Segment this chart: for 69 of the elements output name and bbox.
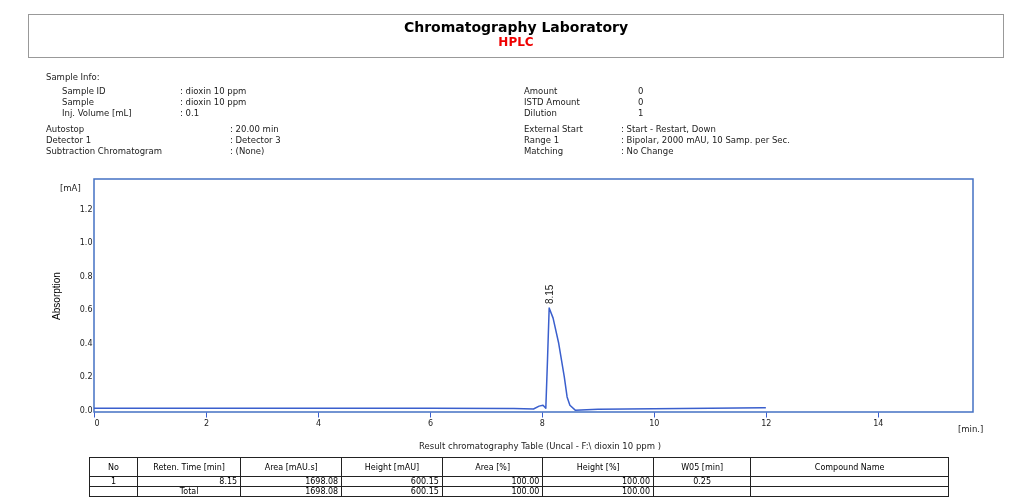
text: : dioxin 10 ppm [180,97,247,107]
text: 600.15 [341,476,443,487]
text: Detector 1 [46,135,92,145]
text: Sample Info: [46,72,100,82]
x-tick-label: 2 [203,418,210,428]
y-tick-label: 0.8 [79,271,93,281]
text: Amount [524,86,558,96]
chart-subtitle: HPLC [497,35,535,49]
text: 1698.08 [240,476,342,487]
text: : Bipolar, 2000 mAU, 10 Samp. per Sec. [621,135,790,145]
text: : 0.1 [180,108,200,118]
x-tick-label: 8 [539,418,545,428]
text: 0.25 [653,476,751,487]
text: Result chromatography Table (Uncal - F:\ dioxin 10 ppm ) [419,441,661,451]
text: 1698.08 [240,486,342,497]
x-tick-label: 10 [649,418,660,428]
text: 0 [638,86,644,96]
x-tick-label: 14 [873,418,884,428]
text: [min.] [958,424,984,434]
x-tick-label: 0 [94,418,100,428]
text: Sample ID [62,86,106,96]
y-tick-label: 0.0 [79,405,93,415]
text: Height [mAU] [341,457,443,477]
text: Height [%] [542,457,654,477]
text: : 20.00 min [230,124,279,134]
text: ISTD Amount [524,97,580,107]
text: Matching [524,146,564,156]
text: : No Change [621,146,674,156]
text: 1 [89,476,138,487]
text: 8.15 [137,476,241,487]
text: Sample [62,97,94,107]
text: No [89,457,138,477]
text: Area [mAU.s] [240,457,342,477]
y-tick-label: 1.2 [79,204,93,214]
text: Range 1 [524,135,560,145]
y-tick-label: 0.2 [79,372,93,382]
x-tick-label: 6 [427,418,433,428]
text: : dioxin 10 ppm [180,86,247,96]
annotation: 8.15 [544,284,556,305]
text: Reten. Time [min] [137,457,241,477]
y-tick-label: 0.6 [79,305,93,315]
text: 1 [638,108,644,118]
x-tick-label: 4 [315,418,321,428]
header-box: Chromatography Laboratory HPLC [28,14,1004,58]
x-tick-label: 12 [761,418,772,428]
text: 100.00 [542,486,654,497]
y-tick-label: 1.0 [79,238,93,248]
text: Subtraction Chromatogram [46,146,163,156]
text: Compound Name [750,457,949,477]
text: 100.00 [442,476,543,487]
chart-title: Chromatography Laboratory [402,19,630,35]
text: Inj. Volume [mL] [62,108,132,118]
line-series [93,307,767,412]
text: 100.00 [442,486,543,497]
text: : Start - Restart, Down [621,124,716,134]
text: : (None) [230,146,265,156]
y-axis-title: Absorption [50,272,62,320]
y-tick-label: 0.4 [79,338,93,348]
text: Area [%] [442,457,543,477]
text: 0 [638,97,644,107]
text: Dilution [524,108,557,118]
text: Total [137,486,241,497]
text: Autostop [46,124,85,134]
text: [mA] [60,183,81,193]
text: External Start [524,124,583,134]
text: 100.00 [542,476,654,487]
text: 600.15 [341,486,443,497]
text: : Detector 3 [230,135,281,145]
text: W05 [min] [653,457,751,477]
